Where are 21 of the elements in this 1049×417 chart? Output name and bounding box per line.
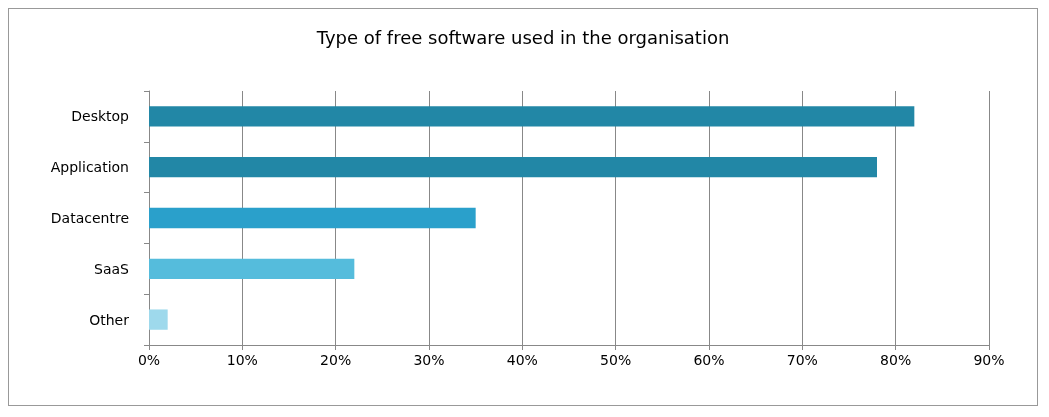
bar [149, 106, 915, 127]
x-tick-label: 40% [506, 352, 538, 368]
y-tick-label: Desktop [71, 108, 130, 125]
y-tick-label: SaaS [94, 260, 130, 277]
x-tick-label: 0% [137, 352, 161, 368]
bar [149, 207, 476, 229]
x-tick-label: 90% [973, 352, 1005, 368]
x-tick-label: 60% [693, 352, 725, 368]
y-tick-label: Datacentre [50, 210, 129, 226]
y-tick-label: Application [50, 159, 129, 176]
chart-title: Type of free software used in the organisation [315, 26, 730, 48]
bar [149, 309, 168, 330]
x-tick-label: 50% [600, 352, 632, 368]
x-tick-label: 10% [226, 352, 258, 368]
x-tick-label: 80% [880, 352, 912, 368]
bar [149, 258, 355, 279]
x-tick-label: 70% [786, 352, 818, 368]
x-tick-label: 30% [413, 352, 445, 368]
y-tick-label: Other [89, 311, 130, 328]
x-tick-label: 20% [320, 352, 352, 368]
bar [149, 157, 877, 178]
